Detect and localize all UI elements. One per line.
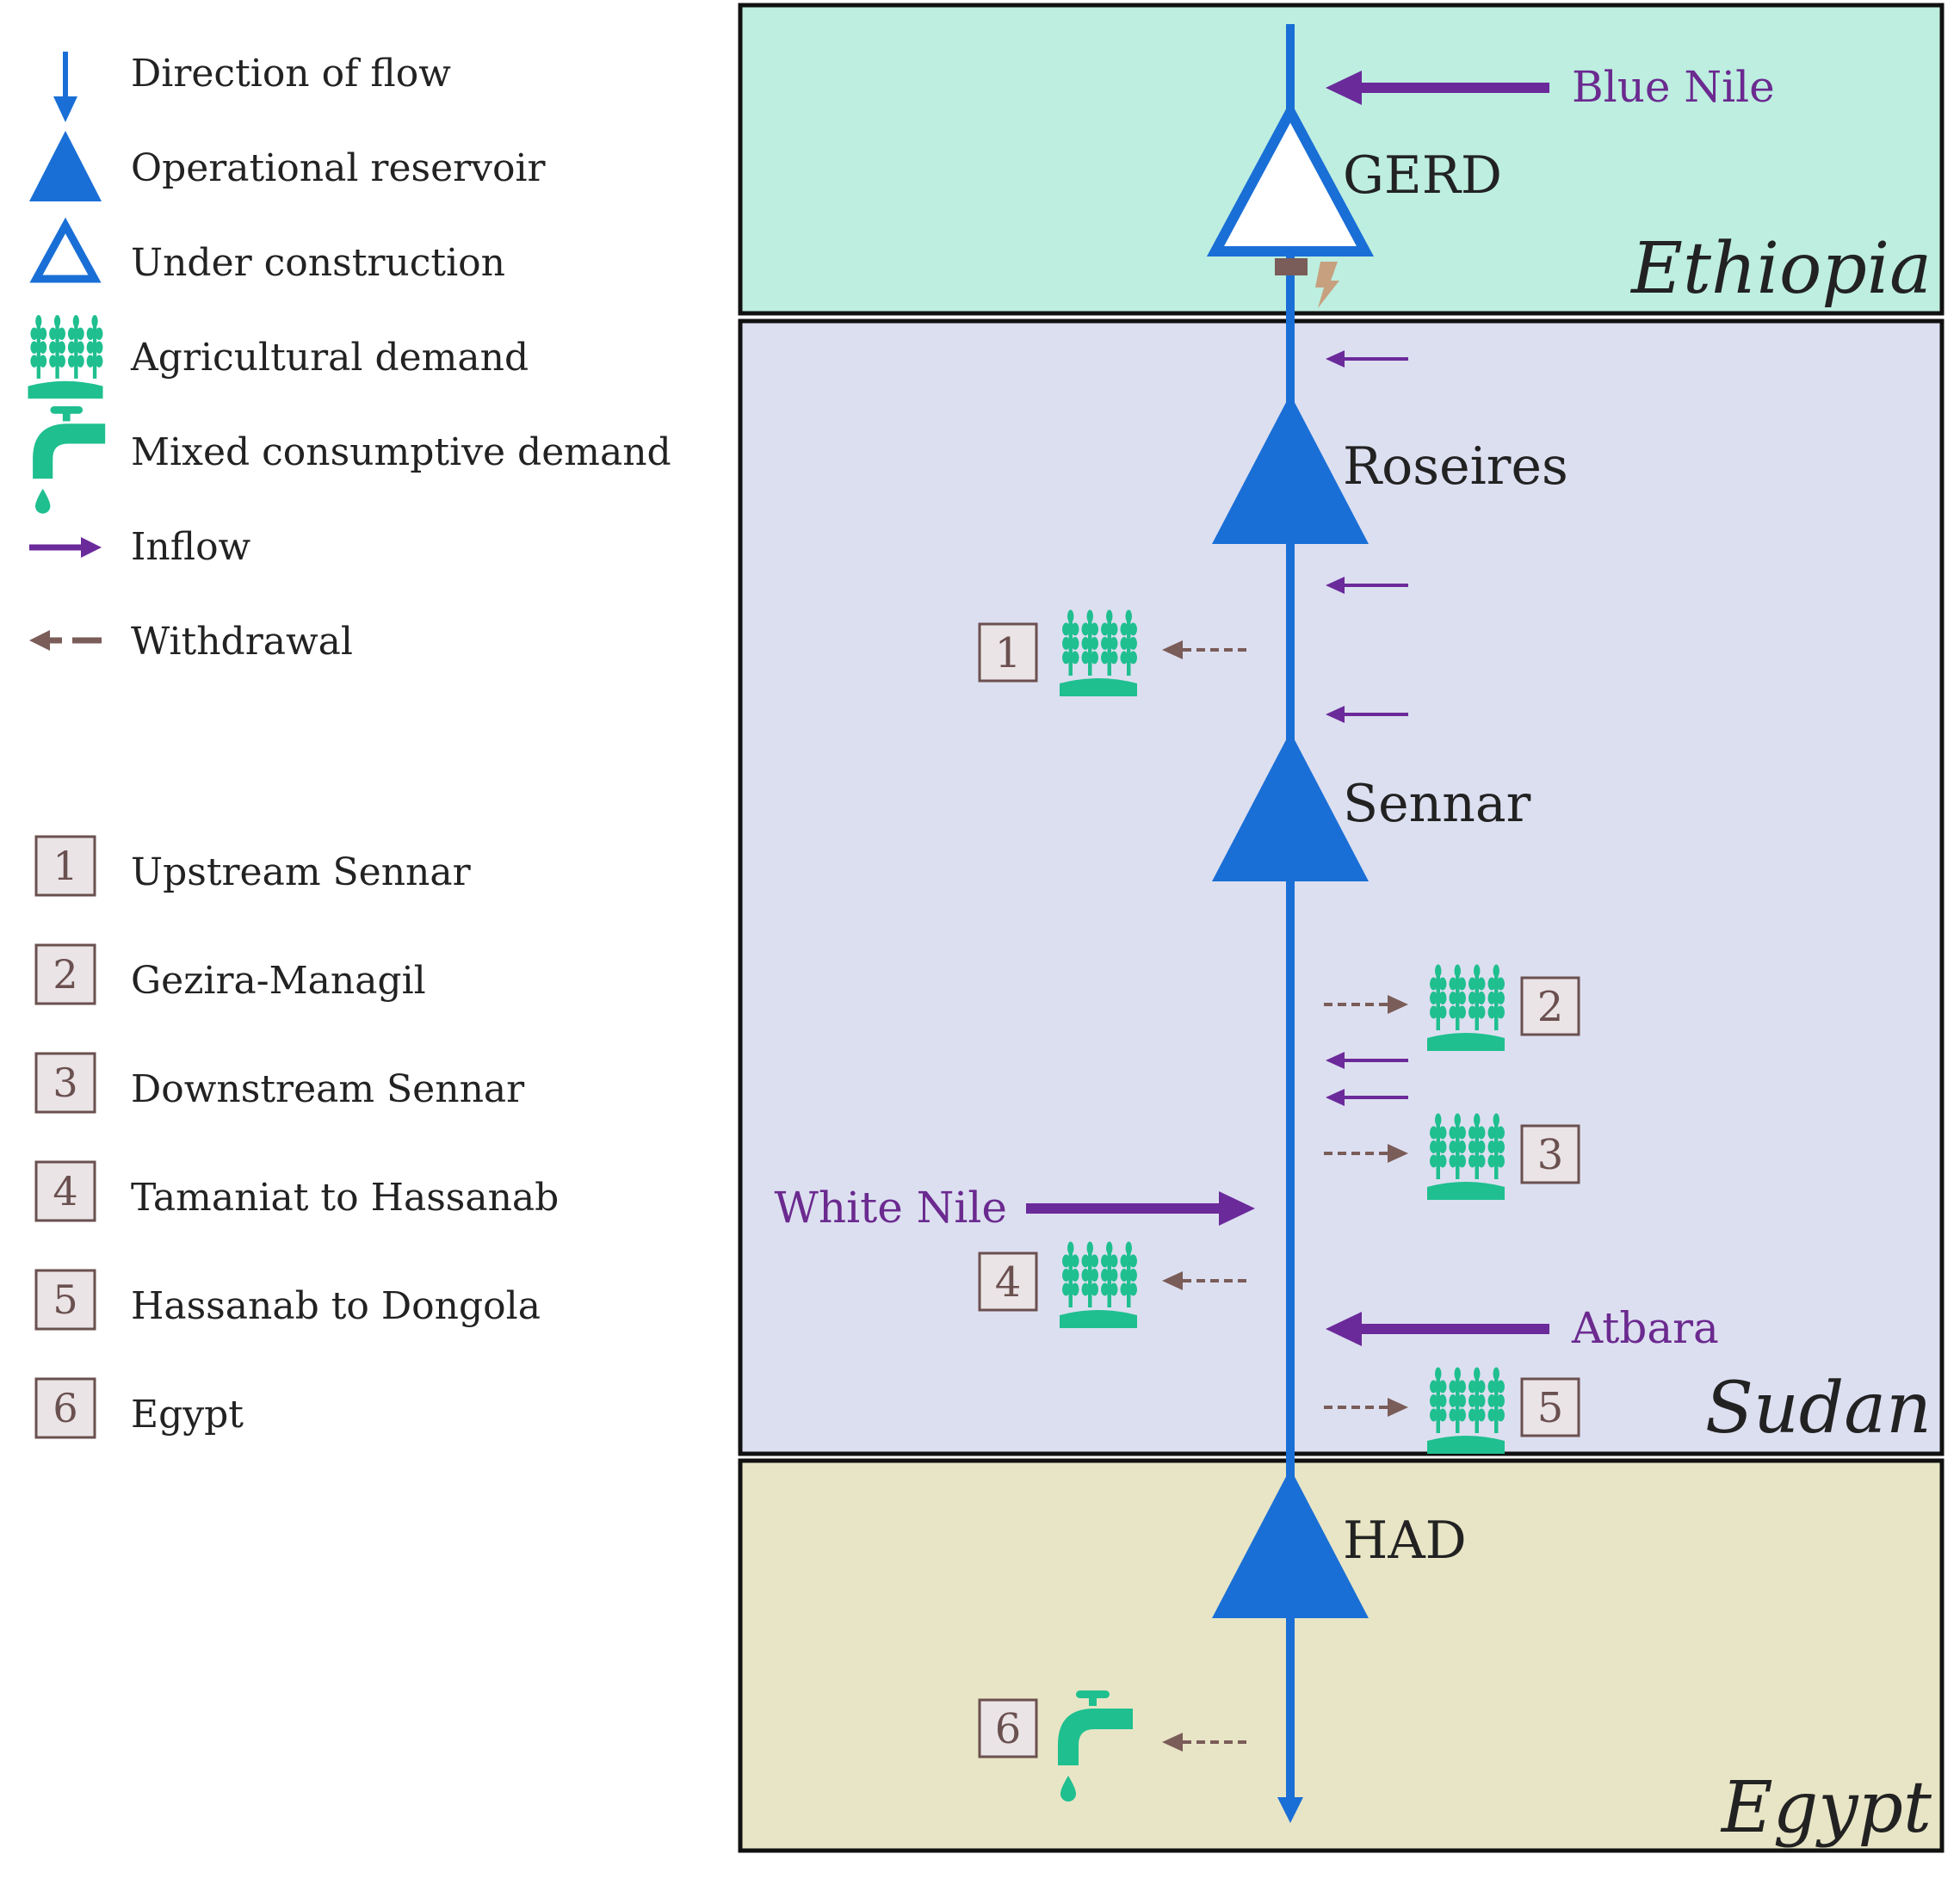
legend-label-gezira-managil: Gezira-Managil [131, 959, 426, 1003]
withdrawal-arrow-icon [29, 630, 102, 651]
egypt-label: Egypt [1720, 1767, 1932, 1849]
legend-label-direction-of-flow: Direction of flow [131, 52, 451, 96]
inflow-arrow-icon [29, 537, 102, 558]
egypt-panel [738, 1458, 1945, 1853]
svg-text:5: 5 [1537, 1384, 1564, 1432]
atbara-inflow-arrow [1326, 1312, 1549, 1346]
ethiopia-label: Ethiopia [1629, 228, 1932, 310]
gerd-label: GERD [1343, 145, 1502, 206]
direction-of-flow-arrow-icon [53, 52, 77, 122]
svg-text:2: 2 [1537, 983, 1564, 1031]
legend: Direction of flow Operational reservoir … [28, 52, 671, 1439]
atbara-label: Atbara [1571, 1303, 1719, 1353]
sudan-panel [738, 318, 1945, 1456]
operational-reservoir-icon [29, 131, 102, 201]
legend-label-upstream-sennar: Upstream Sennar [131, 850, 472, 894]
svg-text:4: 4 [53, 1168, 77, 1214]
svg-text:6: 6 [995, 1705, 1022, 1753]
legend-label-mixed-consumptive-demand: Mixed consumptive demand [131, 430, 671, 474]
demand-box-2: 2 [1520, 976, 1580, 1036]
legend-demand-6: 6 Egypt [34, 1377, 244, 1439]
svg-text:2: 2 [53, 951, 77, 998]
legend-label-inflow: Inflow [131, 525, 251, 569]
svg-text:4: 4 [995, 1258, 1022, 1307]
legend-demand-2: 2 Gezira-Managil [34, 943, 426, 1005]
withdrawal-arrowheads-right [1388, 995, 1408, 1417]
white-nile-label: White Nile [775, 1183, 1007, 1233]
demand-box-3: 3 [1520, 1124, 1580, 1184]
legend-label-withdrawal: Withdrawal [131, 620, 353, 664]
svg-text:1: 1 [53, 843, 77, 889]
demand-box-5: 5 [1520, 1377, 1580, 1437]
sennar-label: Sennar [1343, 774, 1531, 834]
sudan-label: Sudan [1705, 1368, 1932, 1449]
blue-nile-inflow-arrow [1326, 71, 1549, 105]
hydropower-station-icon [1275, 258, 1308, 275]
demand-box-6: 6 [978, 1698, 1038, 1758]
legend-label-operational-reservoir: Operational reservoir [131, 146, 547, 190]
svg-text:3: 3 [1537, 1131, 1564, 1179]
demand-box-1: 1 [978, 622, 1038, 683]
minor-inflow-arrows [1326, 350, 1408, 1106]
legend-label-tamaniat-to-hassanab: Tamaniat to Hassanab [131, 1176, 559, 1220]
lightning-icon [1315, 262, 1339, 308]
legend-label-under-construction: Under construction [131, 241, 505, 285]
legend-demand-1: 1 Upstream Sennar [34, 835, 472, 897]
demand-box-4: 4 [978, 1252, 1038, 1312]
legend-demand-3: 3 Downstream Sennar [34, 1052, 525, 1114]
legend-demand-4: 4 Tamaniat to Hassanab [34, 1160, 559, 1222]
roseires-reservoir-icon [1212, 394, 1369, 544]
had-label: HAD [1343, 1511, 1467, 1571]
svg-text:6: 6 [53, 1385, 77, 1431]
agricultural-demand-icon [28, 315, 103, 399]
sennar-reservoir-icon [1212, 732, 1369, 881]
water-tap-icon [33, 406, 106, 514]
under-construction-reservoir-icon [29, 217, 102, 283]
svg-text:3: 3 [53, 1060, 77, 1106]
legend-label-downstream-sennar: Downstream Sennar [131, 1067, 525, 1111]
legend-label-agricultural-demand: Agricultural demand [130, 336, 529, 380]
roseires-label: Roseires [1343, 436, 1568, 497]
svg-text:1: 1 [995, 629, 1022, 677]
had-reservoir-icon [1212, 1468, 1369, 1618]
legend-label-egypt: Egypt [131, 1393, 244, 1437]
withdrawal-arrows-left [1179, 648, 1246, 1744]
withdrawal-arrows-right [1324, 1003, 1390, 1409]
direction-of-flow-arrowhead [1277, 1797, 1303, 1823]
legend-label-hassanab-to-dongola: Hassanab to Dongola [131, 1284, 541, 1328]
gerd-reservoir-icon [1206, 101, 1375, 256]
svg-text:5: 5 [53, 1276, 77, 1323]
withdrawal-arrowheads-left [1162, 640, 1183, 1752]
legend-demand-5: 5 Hassanab to Dongola [34, 1269, 541, 1331]
blue-nile-label: Blue Nile [1572, 62, 1775, 112]
ethiopia-panel [738, 3, 1945, 316]
white-nile-inflow-arrow [1026, 1191, 1255, 1226]
